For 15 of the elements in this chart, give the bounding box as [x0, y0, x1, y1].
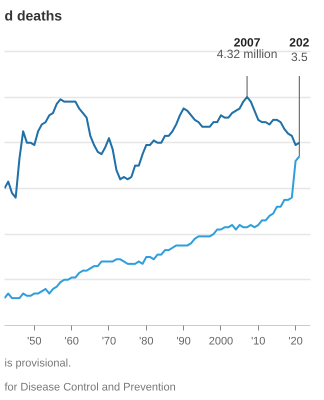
- x-tick-label: '60: [64, 336, 79, 348]
- x-tick-label: '10: [251, 336, 266, 348]
- chart-title: d deaths: [4, 8, 62, 24]
- x-tick-label: '90: [176, 336, 191, 348]
- text: for Disease Control and Prevention: [4, 382, 176, 394]
- x-tick-label: '80: [139, 336, 154, 348]
- text: 202: [289, 35, 310, 50]
- annotation: 3.5: [290, 50, 308, 64]
- text: 2007: [234, 35, 261, 50]
- x-tick-label: '50: [27, 336, 42, 348]
- x-tick-label: '20: [288, 336, 303, 348]
- x-tick-label: 2000: [208, 336, 234, 348]
- text: is provisional.: [4, 358, 72, 370]
- annotation: 4.32 million: [216, 47, 278, 62]
- x-tick-label: '70: [102, 336, 116, 348]
